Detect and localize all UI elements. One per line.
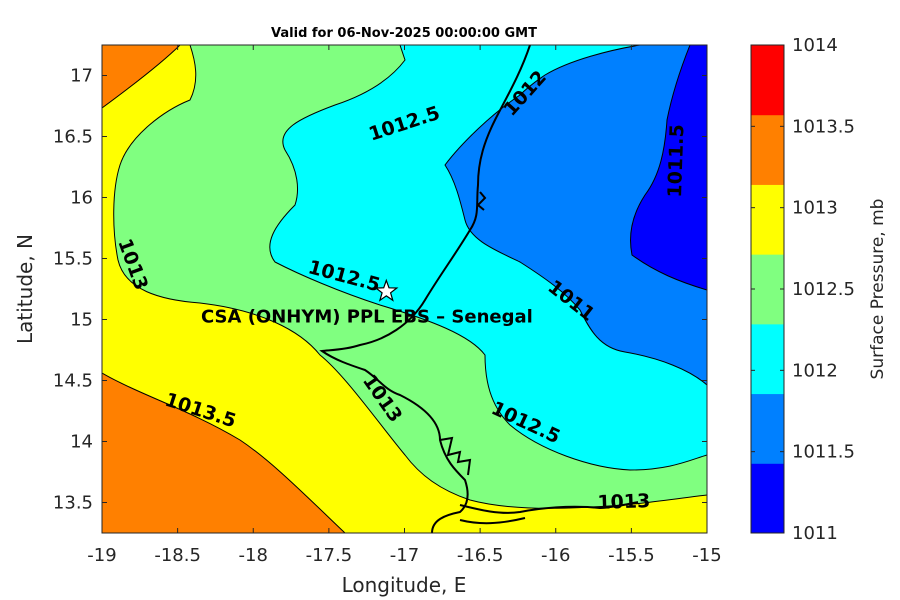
x-axis-title: Longitude, E: [342, 573, 467, 597]
colorbar-tick-label: 1011.5: [792, 442, 855, 463]
figure-title: Valid for 06-Nov-2025 00:00:00 GMT: [271, 26, 537, 41]
x-tick-label: -15: [692, 545, 721, 566]
x-tick-label: -19: [87, 545, 116, 566]
y-tick-label: 14: [70, 432, 93, 453]
x-tick-label: -18.5: [154, 545, 201, 566]
colorbar-tick-label: 1012.5: [792, 279, 855, 300]
colorbar: 1011 1011.5 1012 1012.5 1013 1013.5 1014: [750, 35, 855, 544]
x-tick-label: -16.5: [457, 545, 504, 566]
contour-fill-1013-5-south: [102, 372, 346, 533]
x-tick-label: -18: [239, 545, 268, 566]
y-tick-label: 16.5: [53, 127, 93, 148]
site-label: CSA (ONHYM) PPL EBS – Senegal: [201, 306, 533, 327]
colorbar-tick-label: 1013.5: [792, 116, 855, 137]
y-axis-title: Latitude, N: [13, 234, 37, 344]
site-star-marker: [374, 278, 399, 302]
colorbar-swatch: [751, 114, 784, 185]
contour-label: 1011.5: [664, 124, 689, 198]
colorbar-swatch: [751, 184, 784, 255]
contour-fills: [102, 45, 707, 533]
colorbar-title: Surface Pressure, mb: [868, 199, 888, 380]
y-tick-label: 15.5: [53, 249, 93, 270]
x-axis-ticks: -19 -18.5 -18 -17.5 -17 -16.5 -16 -15.5 -15: [87, 45, 722, 566]
x-tick-label: -17: [390, 545, 419, 566]
y-tick-label: 17: [70, 66, 93, 87]
colorbar-swatch: [751, 254, 784, 325]
colorbar-tick-label: 1012: [792, 360, 838, 381]
colorbar-swatch: [751, 323, 784, 395]
colorbar-tick-label: 1013: [792, 198, 838, 219]
coastline-border: [319, 45, 639, 533]
x-tick-label: -15.5: [608, 545, 655, 566]
colorbar-tick-label: 1011: [792, 523, 838, 544]
colorbar-tick-label: 1014: [792, 35, 838, 56]
colorbar-swatch: [751, 393, 784, 464]
colorbar-swatch: [751, 463, 784, 534]
y-tick-label: 13.5: [53, 493, 93, 514]
x-tick-label: -17.5: [306, 545, 353, 566]
y-tick-label: 16: [70, 188, 93, 209]
contour-fill-1011: [630, 45, 707, 291]
y-tick-label: 15: [70, 310, 93, 331]
x-tick-label: -16: [541, 545, 570, 566]
y-axis-ticks: 13.5 14 14.5 15 15.5 16 16.5 17: [53, 66, 707, 514]
contour-label: 1013: [597, 490, 651, 514]
y-tick-label: 14.5: [53, 371, 93, 392]
colorbar-swatch: [751, 45, 784, 116]
